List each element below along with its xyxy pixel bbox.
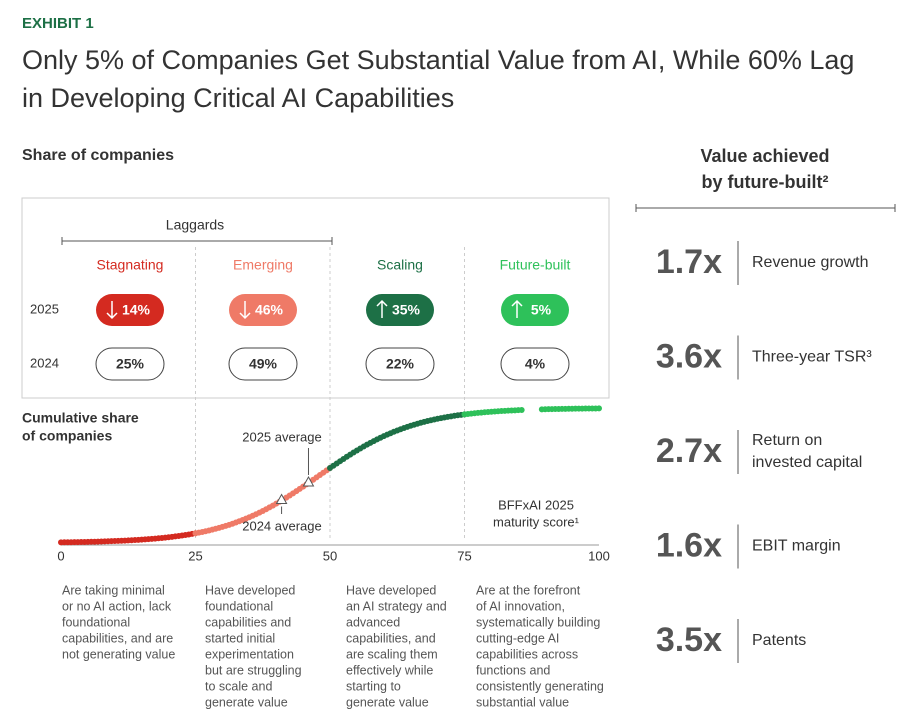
share-2024: 49% <box>249 356 278 372</box>
panel-rule <box>635 204 896 212</box>
x-tick-label: 0 <box>57 548 64 563</box>
segment-description: not generating value <box>62 647 175 661</box>
segment-description: Have developed <box>346 583 436 597</box>
segment-description: capabilities, and <box>346 631 436 645</box>
x-tick-label: 25 <box>188 548 202 563</box>
exhibit-label: EXHIBIT 1 <box>22 15 94 32</box>
metric-value: 3.6x <box>656 337 722 375</box>
segment-description: capabilities across <box>476 647 578 661</box>
segment-description: foundational <box>205 599 273 613</box>
pill-2024 <box>500 347 570 381</box>
segment-name: Stagnating <box>97 257 164 273</box>
metric-value: 3.5x <box>656 621 722 659</box>
group-bracket <box>61 237 333 245</box>
panel-heading: Value achieved <box>700 146 829 166</box>
panel-heading: by future-built² <box>702 172 829 192</box>
segment-description: started initial <box>205 631 275 645</box>
segment-description: consistently generating <box>476 679 604 693</box>
segment-description: capabilities, and are <box>62 631 173 645</box>
segment-description: to scale and <box>205 679 272 693</box>
segment-description: substantial value <box>476 695 569 709</box>
row-label: 2025 <box>30 301 59 316</box>
segment-description: foundational <box>62 615 130 629</box>
segment-description: generate value <box>346 695 429 709</box>
trend-arrow <box>239 301 251 320</box>
average-marker <box>275 493 288 505</box>
segment-description: Are at the forefront <box>476 583 581 597</box>
title: in Developing Critical AI Capabilities <box>22 83 454 113</box>
pill-2024 <box>228 347 298 381</box>
segment-description: Are taking minimal <box>62 583 165 597</box>
segment-name: Emerging <box>233 257 293 273</box>
group-label: Laggards <box>166 217 224 233</box>
share-2024: 4% <box>525 356 546 372</box>
segment-description: capabilities and <box>205 615 291 629</box>
segment-description: but are struggling <box>205 663 302 677</box>
share-box <box>21 197 610 399</box>
metric-label: Patents <box>752 632 806 649</box>
segment-description: functions and <box>476 663 550 677</box>
share-2025: 5% <box>531 302 552 318</box>
share-2025: 35% <box>392 302 421 318</box>
segment-description: of AI innovation, <box>476 599 565 613</box>
curve-dot <box>596 405 602 412</box>
segment-name: Scaling <box>377 257 423 273</box>
segment-description: generate value <box>205 695 288 709</box>
average-marker <box>302 475 315 487</box>
metric-value: 1.7x <box>656 243 722 281</box>
row-label: 2024 <box>30 355 59 370</box>
pill-2024 <box>365 347 435 381</box>
marker-label: 2025 average <box>242 429 322 444</box>
marker-label: 2024 average <box>242 518 322 533</box>
section-heading: Share of companies <box>22 147 174 164</box>
segment-description: effectively while <box>346 663 433 677</box>
metric-value: 1.6x <box>656 526 722 564</box>
x-tick-label: 100 <box>588 548 610 563</box>
trend-arrow <box>511 299 523 318</box>
segment-description: cutting-edge AI <box>476 631 559 645</box>
segment-description: or no AI action, lack <box>62 599 172 613</box>
share-2024: 22% <box>386 356 415 372</box>
trend-arrow <box>376 299 388 318</box>
metric-label: EBIT margin <box>752 538 841 555</box>
share-2024: 25% <box>116 356 145 372</box>
segment-description: advanced <box>346 615 400 629</box>
axis-label: BFFxAI 2025 <box>498 497 574 512</box>
curve-heading: Cumulative share <box>22 410 139 426</box>
title: Only 5% of Companies Get Substantial Val… <box>22 45 854 75</box>
metric-label: Three-year TSR³ <box>752 349 872 366</box>
pill-2024 <box>95 347 165 381</box>
x-tick-label: 75 <box>457 548 471 563</box>
segment-description: systematically building <box>476 615 600 629</box>
share-2025: 14% <box>122 302 151 318</box>
metric-label: invested capital <box>752 454 862 471</box>
segment-description: starting to <box>346 679 401 693</box>
segment-description: Have developed <box>205 583 295 597</box>
share-2025: 46% <box>255 302 284 318</box>
metric-value: 2.7x <box>656 432 722 470</box>
segment-name: Future-built <box>500 257 571 273</box>
segment-description: an AI strategy and <box>346 599 447 613</box>
segment-description: are scaling them <box>346 647 438 661</box>
axis-label: maturity score¹ <box>493 514 580 529</box>
segment-description: experimentation <box>205 647 294 661</box>
trend-arrow <box>106 301 118 320</box>
curve-heading: of companies <box>22 428 112 444</box>
metric-label: Return on <box>752 432 822 449</box>
metric-label: Revenue growth <box>752 254 869 271</box>
x-tick-label: 50 <box>323 548 337 563</box>
curve-dot <box>518 407 525 414</box>
